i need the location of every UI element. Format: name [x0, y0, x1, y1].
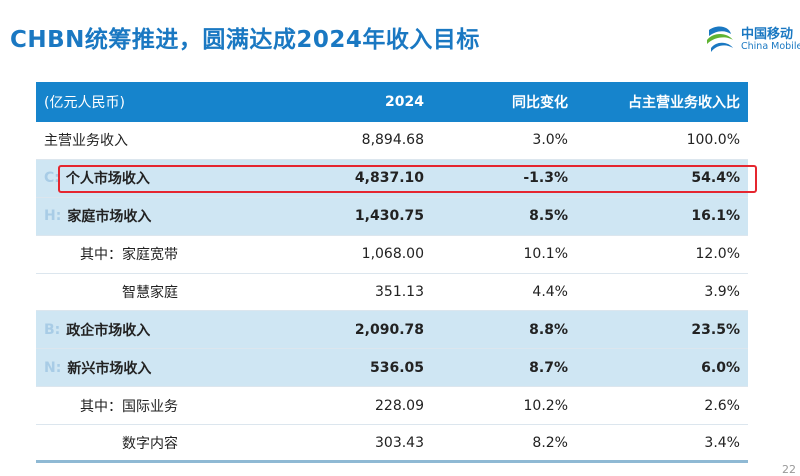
- header-2024: 2024: [385, 94, 424, 110]
- table-row: 智慧家庭 351.13 4.4% 3.9%: [36, 274, 748, 312]
- header-yoy: 同比变化: [512, 95, 568, 111]
- china-mobile-logo: 中国移动 China Mobile: [703, 22, 800, 62]
- row-2024-value: 2,090.78: [354, 321, 424, 338]
- row-label: 智慧家庭: [122, 285, 178, 301]
- table-row-home: H: 家庭市场收入 1,430.75 8.5% 16.1%: [36, 197, 748, 236]
- header-unit: (亿元人民币): [44, 95, 125, 111]
- table-row: 其中：国际业务 228.09 10.2% 2.6%: [36, 387, 748, 426]
- page-number: 22: [782, 463, 796, 476]
- segment-code: H:: [44, 208, 62, 225]
- row-share-value: 12.0%: [695, 246, 740, 263]
- row-share-value: 16.1%: [691, 208, 740, 225]
- row-share-value: 23.5%: [691, 321, 740, 338]
- row-label: B: 政企市场收入: [44, 321, 151, 339]
- table-row-business: B: 政企市场收入 2,090.78 8.8% 23.5%: [36, 311, 748, 350]
- segment-code: C:: [44, 170, 60, 187]
- table-row-new: N: 新兴市场收入 536.05 8.7% 6.0%: [36, 349, 748, 388]
- row-yoy-value: 4.4%: [532, 284, 568, 300]
- row-label: 主营业务收入: [44, 133, 128, 150]
- row-share-value: 3.9%: [704, 284, 740, 300]
- row-2024-value: 1,068.00: [361, 246, 424, 263]
- row-2024-value: 1,430.75: [354, 208, 424, 225]
- row-2024-value: 303.43: [375, 434, 424, 451]
- table-header-row: (亿元人民币) 2024 同比变化 占主营业务收入比: [36, 82, 748, 122]
- row-label: 其中：家庭宽带: [80, 247, 178, 264]
- table-row: 其中：家庭宽带 1,068.00 10.1% 12.0%: [36, 236, 748, 274]
- slide-title: CHBN统筹推进，圆满达成2024年收入目标: [10, 27, 480, 53]
- row-yoy-value: 3.0%: [532, 132, 568, 149]
- revenue-table: (亿元人民币) 2024 同比变化 占主营业务收入比 主营业务收入 8,894.…: [36, 82, 748, 464]
- table-row: 主营业务收入 8,894.68 3.0% 100.0%: [36, 122, 748, 160]
- row-yoy-value: 8.8%: [529, 321, 568, 338]
- row-yoy-value: -1.3%: [523, 170, 568, 187]
- row-label: 其中：国际业务: [80, 398, 178, 415]
- row-2024-value: 228.09: [375, 397, 424, 414]
- logo-text-en: China Mobile: [741, 41, 800, 52]
- row-2024-value: 536.05: [369, 359, 424, 376]
- row-label: 数字内容: [122, 435, 178, 452]
- segment-code: B:: [44, 321, 61, 338]
- row-2024-value: 8,894.68: [361, 132, 424, 149]
- segment-code: N:: [44, 359, 62, 376]
- row-share-value: 54.4%: [691, 170, 740, 187]
- row-yoy-value: 8.7%: [529, 359, 568, 376]
- table-row: 数字内容 303.43 8.2% 3.4%: [36, 425, 748, 464]
- row-yoy-value: 8.2%: [532, 434, 568, 451]
- highlight-box: [58, 165, 757, 193]
- header-share: 占主营业务收入比: [628, 95, 740, 111]
- row-2024-value: 4,837.10: [354, 170, 424, 187]
- row-yoy-value: 10.2%: [523, 397, 568, 414]
- row-2024-value: 351.13: [375, 284, 424, 300]
- row-label: C: 个人市场收入: [44, 170, 150, 188]
- row-share-value: 2.6%: [704, 397, 740, 414]
- row-share-value: 100.0%: [686, 132, 740, 149]
- row-share-value: 3.4%: [704, 434, 740, 451]
- row-yoy-value: 8.5%: [529, 208, 568, 225]
- row-label: H: 家庭市场收入: [44, 208, 152, 226]
- row-yoy-value: 10.1%: [523, 246, 568, 263]
- row-label: N: 新兴市场收入: [44, 359, 152, 377]
- row-share-value: 6.0%: [701, 359, 740, 376]
- china-mobile-logo-icon: [707, 26, 733, 52]
- logo-text-cn: 中国移动: [741, 27, 794, 42]
